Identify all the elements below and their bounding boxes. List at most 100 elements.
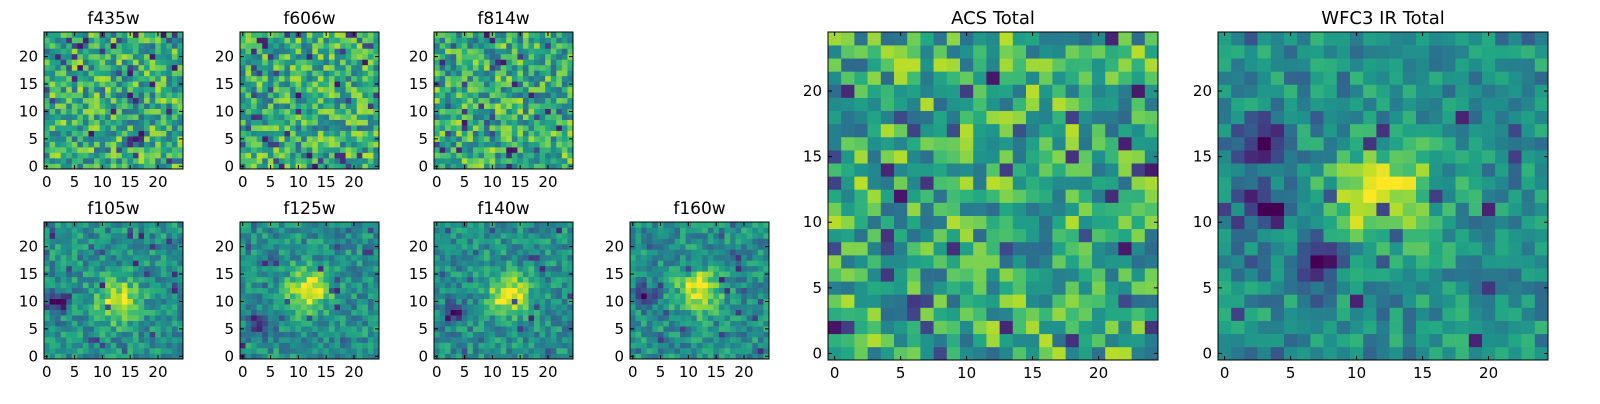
heatmap-cell (139, 255, 145, 261)
heatmap-cell (329, 271, 335, 277)
heatmap-cell (986, 255, 1000, 268)
heatmap-cell (881, 255, 895, 268)
heatmap-cell (161, 158, 167, 164)
heatmap-cell (440, 271, 446, 277)
heatmap-cell (551, 114, 557, 120)
heatmap-cell (257, 43, 263, 49)
heatmap-cell (1013, 176, 1027, 189)
heatmap-cell (362, 255, 368, 261)
heatmap-cell (335, 277, 341, 283)
heatmap-cell (451, 271, 457, 277)
heatmap-cell (318, 249, 324, 255)
heatmap-cell (273, 310, 279, 316)
heatmap-cell (166, 227, 172, 233)
heatmap-cell (240, 310, 246, 316)
heatmap-cell (161, 120, 167, 126)
heatmap-cell (72, 288, 78, 294)
heatmap-cell (166, 271, 172, 277)
heatmap-cell (346, 332, 352, 338)
heatmap-cell (111, 158, 117, 164)
heatmap-cell (562, 222, 568, 228)
heatmap-cell (155, 227, 161, 233)
heatmap-cell (61, 125, 67, 131)
heatmap-cell (351, 260, 357, 266)
heatmap-cell (434, 92, 440, 98)
heatmap-cell (686, 310, 692, 316)
heatmap-cell (467, 81, 473, 87)
heatmap-cell (1118, 255, 1132, 268)
heatmap-cell (262, 249, 268, 255)
heatmap-cell (346, 114, 352, 120)
heatmap-cell (674, 354, 680, 360)
heatmap-cell (641, 321, 647, 327)
heatmap-cell (478, 337, 484, 343)
heatmap-cell (111, 354, 117, 360)
heatmap-cell (506, 343, 512, 349)
heatmap-cell (346, 87, 352, 93)
heatmap-cell (495, 158, 501, 164)
heatmap-cell (920, 255, 934, 268)
heatmap-cell (279, 222, 285, 228)
heatmap-cell (373, 227, 379, 233)
heatmap-cell (329, 147, 335, 153)
heatmap-cell (763, 227, 769, 233)
heatmap-cell (172, 70, 178, 76)
heatmap-cell (166, 282, 172, 288)
heatmap-cell (562, 32, 568, 38)
heatmap-cell (451, 293, 457, 299)
heatmap-cell (94, 98, 100, 104)
heatmap-cell (177, 238, 183, 244)
heatmap-cell (340, 227, 346, 233)
heatmap-cell (562, 288, 568, 294)
heatmap-cell (335, 310, 341, 316)
heatmap-cell (111, 277, 117, 283)
heatmap-cell (44, 227, 50, 233)
heatmap-cell (296, 304, 302, 310)
heatmap-cell (55, 249, 61, 255)
heatmap-cell (116, 238, 122, 244)
heatmap-cell (268, 233, 274, 239)
heatmap-cell (150, 233, 156, 239)
heatmap-cell (451, 277, 457, 283)
heatmap-cell (329, 299, 335, 305)
heatmap-cell (636, 315, 642, 321)
heatmap-cell (713, 266, 719, 272)
heatmap-cell (88, 81, 94, 87)
heatmap-cell (155, 244, 161, 250)
heatmap-cell (686, 233, 692, 239)
heatmap-cell (318, 92, 324, 98)
heatmap-cell (562, 343, 568, 349)
heatmap-cell (451, 70, 457, 76)
heatmap-cell (562, 131, 568, 137)
x-tick-label: 15 (121, 363, 140, 381)
heatmap-cell (150, 260, 156, 266)
heatmap-cell (55, 92, 61, 98)
heatmap-cell (551, 271, 557, 277)
heatmap-cell (478, 315, 484, 321)
heatmap-cell (100, 244, 106, 250)
heatmap-cell (166, 310, 172, 316)
heatmap-cell (72, 315, 78, 321)
heatmap-cell (697, 266, 703, 272)
heatmap-cell (1039, 321, 1053, 334)
heatmap-cell (44, 321, 50, 327)
heatmap-cell (340, 299, 346, 305)
heatmap-cell (268, 255, 274, 261)
heatmap-cell (636, 293, 642, 299)
heatmap-cell (434, 233, 440, 239)
heatmap-cell (172, 293, 178, 299)
heatmap-cell (478, 260, 484, 266)
heatmap-cell (340, 244, 346, 250)
heatmap-cell (284, 337, 290, 343)
heatmap-cell (312, 120, 318, 126)
heatmap-cell (434, 266, 440, 272)
heatmap-cell (161, 326, 167, 332)
heatmap-cell (647, 326, 653, 332)
heatmap-cell (758, 282, 764, 288)
heatmap-cell (473, 321, 479, 327)
heatmap-cell (828, 268, 842, 281)
heatmap-cell (907, 321, 921, 334)
heatmap-cell (517, 348, 523, 354)
heatmap-cell (868, 163, 882, 176)
heatmap-cell (340, 37, 346, 43)
